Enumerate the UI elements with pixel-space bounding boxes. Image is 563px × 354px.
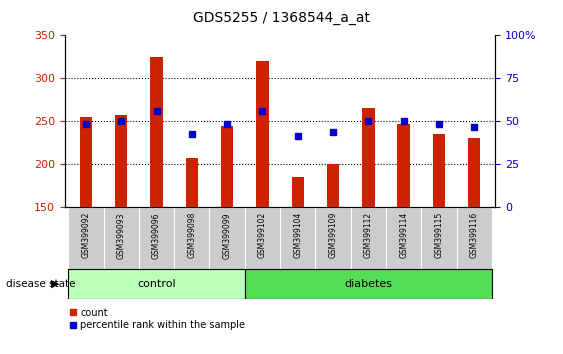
Text: disease state: disease state [6,279,75,289]
Text: GSM399112: GSM399112 [364,212,373,258]
Bar [68,207,104,269]
Text: GSM399093: GSM399093 [117,212,126,258]
Bar [292,177,304,207]
Bar [421,207,457,269]
Bar [468,138,480,207]
Bar [327,164,339,207]
Bar [221,126,233,207]
Bar [457,207,492,269]
Text: GSM399102: GSM399102 [258,212,267,258]
Bar [150,57,163,207]
Text: GSM399098: GSM399098 [187,212,196,258]
Text: GSM399116: GSM399116 [470,212,479,258]
Bar [186,158,198,207]
Bar [315,207,351,269]
Bar [433,134,445,207]
Bar [68,269,245,299]
Bar [397,124,410,207]
Bar [174,207,209,269]
Bar [104,207,139,269]
Text: GDS5255 / 1368544_a_at: GDS5255 / 1368544_a_at [193,11,370,25]
Text: control: control [137,279,176,289]
Bar [256,61,269,207]
Bar [80,117,92,207]
Text: GSM399109: GSM399109 [329,212,338,258]
Text: GSM399092: GSM399092 [82,212,91,258]
Bar [351,207,386,269]
Text: ▶: ▶ [51,279,59,289]
Bar [280,207,315,269]
Bar [209,207,245,269]
Text: GSM399114: GSM399114 [399,212,408,258]
Bar [245,207,280,269]
Bar [139,207,174,269]
Text: GSM399099: GSM399099 [222,212,231,258]
Text: GSM399115: GSM399115 [435,212,444,258]
Legend: count, percentile rank within the sample: count, percentile rank within the sample [70,308,245,330]
Text: GSM399104: GSM399104 [293,212,302,258]
Bar [115,115,127,207]
Text: diabetes: diabetes [345,279,392,289]
Text: GSM399096: GSM399096 [152,212,161,258]
Bar [386,207,421,269]
Bar [245,269,492,299]
Bar [362,108,374,207]
